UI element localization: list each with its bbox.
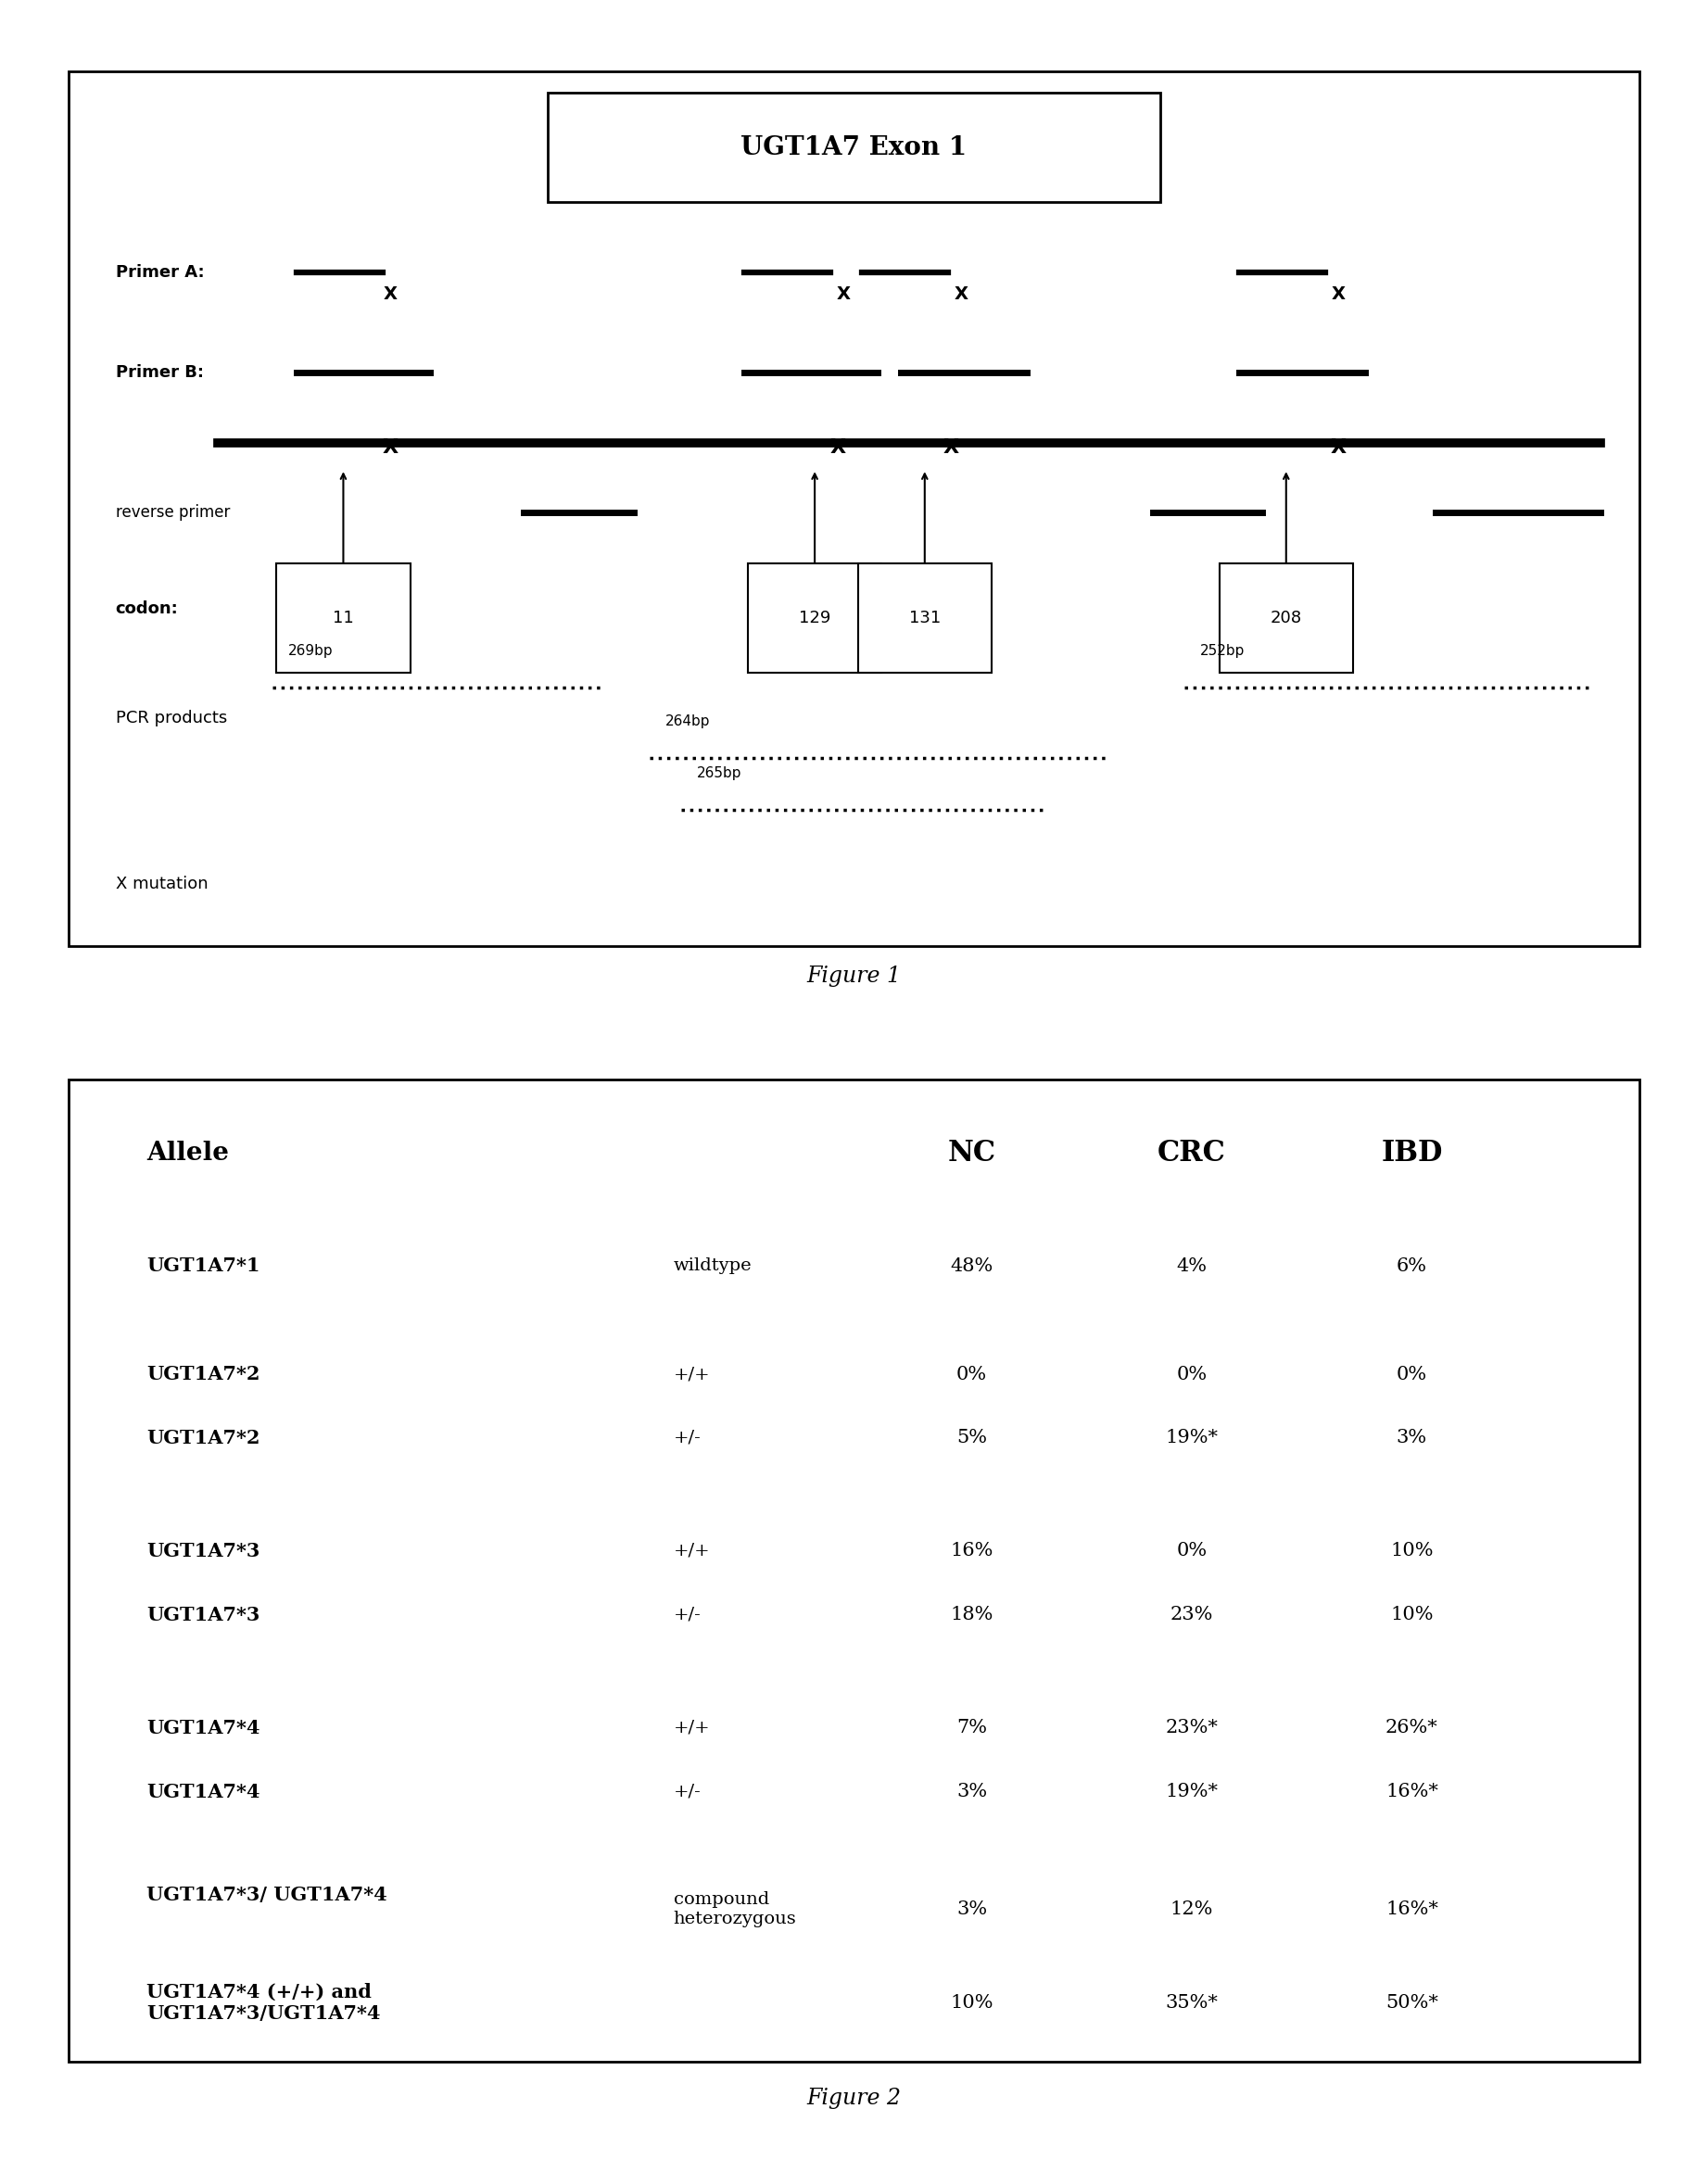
Text: 16%*: 16%* — [1385, 1783, 1438, 1801]
Text: X: X — [383, 438, 398, 456]
Text: 19%*: 19%* — [1165, 1429, 1218, 1447]
Text: 131: 131 — [909, 609, 941, 626]
Text: 19%*: 19%* — [1165, 1783, 1218, 1801]
Text: PCR products: PCR products — [116, 710, 227, 728]
Text: 129: 129 — [799, 609, 830, 626]
Text: 6%: 6% — [1397, 1257, 1428, 1276]
Text: 26%*: 26%* — [1385, 1719, 1438, 1736]
Text: 10%: 10% — [1390, 1542, 1433, 1559]
FancyBboxPatch shape — [68, 1080, 1640, 2062]
Text: Primer A:: Primer A: — [116, 263, 203, 281]
Text: X: X — [384, 285, 398, 302]
Text: 18%: 18% — [950, 1606, 994, 1624]
Text: Allele: Allele — [147, 1140, 229, 1166]
Text: 23%*: 23%* — [1165, 1719, 1218, 1736]
Text: 3%: 3% — [956, 1900, 987, 1919]
Text: 35%*: 35%* — [1165, 1995, 1218, 2012]
Text: IBD: IBD — [1382, 1138, 1443, 1168]
Text: UGT1A7*4 (+/+) and
UGT1A7*3/UGT1A7*4: UGT1A7*4 (+/+) and UGT1A7*3/UGT1A7*4 — [147, 1982, 381, 2023]
Text: 265bp: 265bp — [697, 766, 741, 779]
Text: 0%: 0% — [1177, 1542, 1208, 1559]
Text: UGT1A7*2: UGT1A7*2 — [147, 1364, 260, 1384]
Text: Figure 2: Figure 2 — [806, 2088, 902, 2109]
FancyBboxPatch shape — [857, 563, 992, 671]
Text: 269bp: 269bp — [289, 643, 333, 658]
Text: 12%: 12% — [1170, 1900, 1213, 1919]
Text: 16%*: 16%* — [1385, 1900, 1438, 1919]
Text: 252bp: 252bp — [1199, 643, 1245, 658]
Text: UGT1A7*2: UGT1A7*2 — [147, 1429, 260, 1447]
Text: 11: 11 — [333, 609, 354, 626]
Text: 0%: 0% — [1397, 1364, 1428, 1384]
Text: +/+: +/+ — [673, 1719, 711, 1736]
Text: Figure 1: Figure 1 — [806, 965, 902, 987]
Text: UGT1A7*3: UGT1A7*3 — [147, 1606, 260, 1624]
Text: 3%: 3% — [956, 1783, 987, 1801]
Text: 50%*: 50%* — [1385, 1995, 1438, 2012]
Text: +/+: +/+ — [673, 1544, 711, 1559]
Text: UGT1A7*1: UGT1A7*1 — [147, 1257, 260, 1276]
Text: 7%: 7% — [956, 1719, 987, 1736]
Text: +/-: +/- — [673, 1783, 700, 1801]
Text: X: X — [943, 438, 960, 456]
Text: UGT1A7*4: UGT1A7*4 — [147, 1783, 260, 1801]
Text: CRC: CRC — [1158, 1138, 1226, 1168]
Text: UGT1A7 Exon 1: UGT1A7 Exon 1 — [741, 136, 967, 160]
Text: Primer B:: Primer B: — [116, 365, 203, 382]
FancyBboxPatch shape — [548, 93, 1160, 203]
Text: 48%: 48% — [950, 1257, 994, 1276]
Text: 4%: 4% — [1177, 1257, 1208, 1276]
Text: 208: 208 — [1271, 609, 1301, 626]
Text: X: X — [835, 285, 851, 302]
Text: X: X — [953, 285, 968, 302]
Text: 16%: 16% — [950, 1542, 994, 1559]
Text: UGT1A7*4: UGT1A7*4 — [147, 1719, 260, 1738]
Text: 23%: 23% — [1170, 1606, 1213, 1624]
Text: NC: NC — [948, 1138, 996, 1168]
Text: compound
heterozygous: compound heterozygous — [673, 1891, 796, 1928]
Text: codon:: codon: — [116, 600, 178, 617]
Text: 0%: 0% — [1177, 1364, 1208, 1384]
Text: 10%: 10% — [1390, 1606, 1433, 1624]
Text: reverse primer: reverse primer — [116, 505, 231, 520]
Text: 5%: 5% — [956, 1429, 987, 1447]
Text: +/-: +/- — [673, 1429, 700, 1447]
Text: X: X — [830, 438, 845, 456]
Text: UGT1A7*3/ UGT1A7*4: UGT1A7*3/ UGT1A7*4 — [147, 1885, 388, 1904]
FancyBboxPatch shape — [277, 563, 410, 671]
FancyBboxPatch shape — [1220, 563, 1353, 671]
Text: wildtype: wildtype — [673, 1259, 752, 1274]
FancyBboxPatch shape — [748, 563, 881, 671]
Text: 0%: 0% — [956, 1364, 987, 1384]
Text: 10%: 10% — [950, 1995, 994, 2012]
Text: +/-: +/- — [673, 1606, 700, 1624]
Text: X mutation: X mutation — [116, 877, 208, 894]
Text: X: X — [1331, 285, 1344, 302]
Text: 3%: 3% — [1397, 1429, 1428, 1447]
Text: 264bp: 264bp — [666, 715, 711, 728]
FancyBboxPatch shape — [68, 71, 1640, 946]
Text: +/+: +/+ — [673, 1367, 711, 1382]
Text: X: X — [1331, 438, 1346, 456]
Text: UGT1A7*3: UGT1A7*3 — [147, 1542, 260, 1561]
